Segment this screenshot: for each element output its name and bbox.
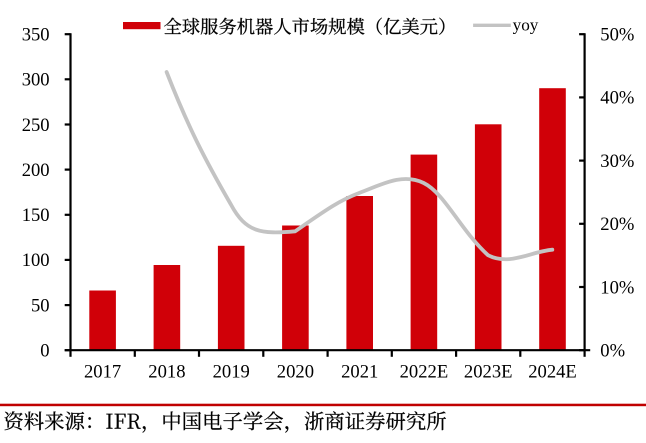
svg-text:2024E: 2024E — [528, 361, 577, 382]
svg-text:40%: 40% — [600, 88, 634, 109]
svg-text:0%: 0% — [600, 341, 625, 362]
svg-text:10%: 10% — [600, 277, 634, 298]
svg-text:200: 200 — [22, 160, 50, 181]
svg-text:yoy: yoy — [513, 16, 539, 35]
svg-text:30%: 30% — [600, 151, 634, 172]
svg-text:250: 250 — [22, 115, 50, 136]
svg-text:2023E: 2023E — [464, 361, 513, 382]
svg-text:50: 50 — [31, 295, 50, 316]
svg-text:20%: 20% — [600, 214, 634, 235]
svg-text:150: 150 — [22, 205, 50, 226]
svg-text:2021: 2021 — [341, 361, 378, 382]
svg-text:2018: 2018 — [148, 361, 185, 382]
svg-text:2020: 2020 — [277, 361, 314, 382]
svg-text:2019: 2019 — [213, 361, 250, 382]
svg-text:350: 350 — [22, 25, 50, 46]
svg-text:50%: 50% — [600, 25, 634, 46]
svg-text:2017: 2017 — [84, 361, 121, 382]
svg-text:0: 0 — [40, 341, 49, 362]
svg-text:2022E: 2022E — [400, 361, 449, 382]
svg-text:300: 300 — [22, 70, 50, 91]
svg-text:100: 100 — [22, 250, 50, 271]
